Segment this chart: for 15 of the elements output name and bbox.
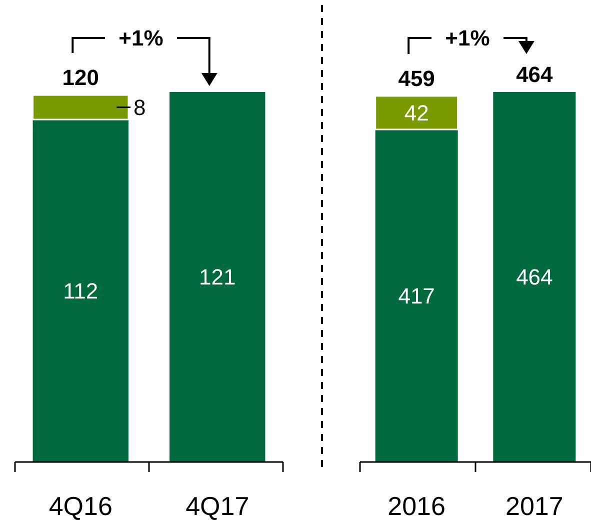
data-label: 42	[404, 100, 429, 126]
text: +1%	[118, 26, 164, 51]
x-tick-label: 2016	[388, 491, 446, 521]
data-label: 8	[133, 94, 146, 120]
text: +1%	[445, 26, 490, 51]
x-tick-label: 4Q17	[186, 491, 250, 521]
x-tick-label: 2017	[506, 491, 564, 521]
total-label: 464	[516, 62, 554, 87]
total-label: 459	[398, 66, 435, 91]
total-label: 120	[62, 65, 99, 90]
data-label: 121	[199, 264, 236, 290]
data-label: 464	[516, 264, 553, 290]
data-label: 112	[63, 278, 98, 304]
x-tick-label: 4Q16	[48, 491, 112, 521]
data-label: 417	[398, 283, 435, 308]
